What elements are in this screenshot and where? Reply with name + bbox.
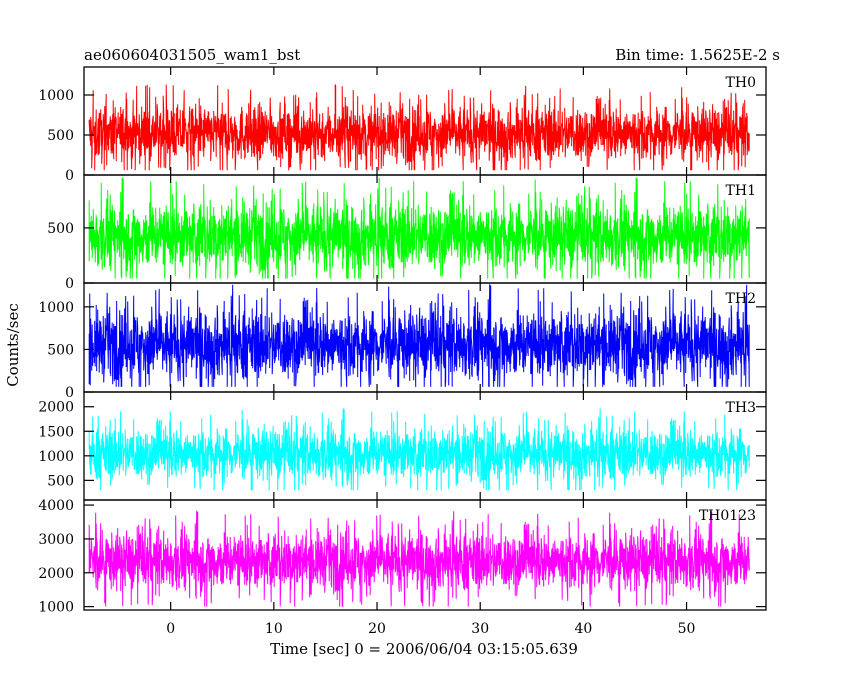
y-tick-label: 0 <box>65 385 74 401</box>
y-tick-label: 4000 <box>38 498 74 514</box>
y-tick-label: 500 <box>47 128 74 144</box>
panel-th3: 500 1000 1500 2000 TH3 <box>38 391 767 501</box>
x-tick-label: 0 <box>166 621 175 637</box>
x-tick-label: 40 <box>574 621 592 637</box>
x-tick-label: 50 <box>678 621 696 637</box>
y-tick-label: 1000 <box>38 449 74 465</box>
series-line-th0 <box>88 84 750 171</box>
x-tick-label: 20 <box>368 621 386 637</box>
series-line-th1 <box>88 177 750 279</box>
series-line-th2 <box>88 284 750 387</box>
y-tick-label: 500 <box>47 473 74 489</box>
x-axis: 0 10 20 30 40 50 <box>166 621 695 637</box>
y-tick-label: 1000 <box>38 88 74 104</box>
y-tick-label: 2000 <box>38 400 74 416</box>
panel-label-th3: TH3 <box>726 400 756 416</box>
y-tick-label: 1000 <box>38 600 74 616</box>
panel-label-th0: TH0 <box>726 75 756 91</box>
panel-th0123: 1000 2000 3000 4000 TH0123 <box>38 498 767 616</box>
y-axis-label: Counts/sec <box>4 303 22 387</box>
y-tick-label: 0 <box>65 168 74 184</box>
panel-label-th1: TH1 <box>726 183 756 199</box>
y-tick-label: 500 <box>47 221 74 237</box>
panel-label-th2: TH2 <box>726 291 756 307</box>
y-tick-label: 500 <box>47 342 74 358</box>
panel-label-th0123: TH0123 <box>699 508 756 524</box>
chart-title: ae060604031505_wam1_bst <box>84 46 300 64</box>
y-tick-label: 2000 <box>38 566 74 582</box>
x-tick-label: 10 <box>265 621 283 637</box>
x-tick-label: 30 <box>471 621 489 637</box>
panel-th1: 0 500 TH1 <box>47 174 767 292</box>
y-tick-label: 3000 <box>38 532 74 548</box>
panels: 0 500 1000 TH0 0 500 TH1 0 500 1000 TH2 500 1000 1500… <box>38 66 767 616</box>
y-tick-label: 1000 <box>38 300 74 316</box>
panel-frame <box>83 499 767 611</box>
y-tick-label: 1500 <box>38 424 74 440</box>
series-line-th0123 <box>88 510 750 607</box>
panel-th0: 0 500 1000 TH0 <box>38 66 767 184</box>
series-line-th3 <box>88 408 750 491</box>
y-tick-label: 0 <box>65 276 74 292</box>
panel-th2: 0 500 1000 TH2 <box>38 282 767 401</box>
x-axis-label: Time [sec] 0 = 2006/06/04 03:15:05.639 <box>270 640 578 658</box>
bin-time-label: Bin time: 1.5625E-2 s <box>615 46 780 64</box>
